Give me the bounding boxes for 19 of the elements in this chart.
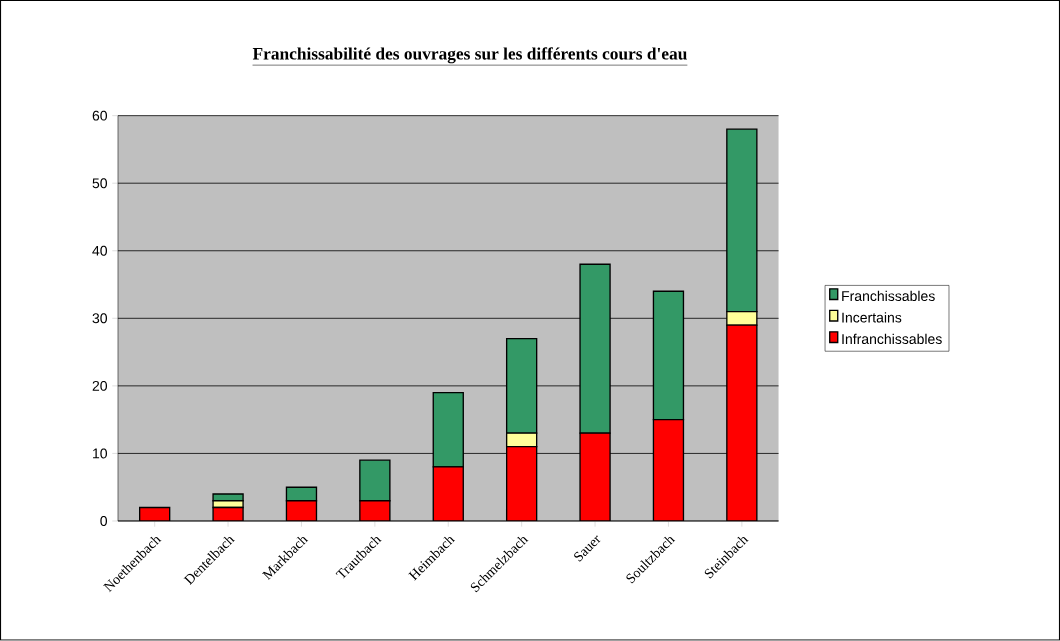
y-tick-label: 20	[92, 381, 108, 392]
legend-label: Incertains	[842, 312, 902, 323]
chart-title: Franchissabilité des ouvrages sur les différents cours d'eau	[252, 47, 687, 64]
bar	[432, 466, 464, 522]
y-tick-label: 40	[92, 245, 108, 256]
bar	[505, 446, 538, 522]
bar	[652, 419, 685, 522]
bar	[726, 324, 758, 522]
bar	[579, 432, 611, 522]
y-tick-label: 10	[93, 448, 108, 459]
legend-label: Infranchissables	[842, 333, 942, 345]
bar	[285, 500, 318, 522]
y-tick-label: 60	[92, 110, 108, 121]
y-tick-label: 0	[100, 516, 108, 527]
bar	[359, 459, 391, 502]
bar	[432, 392, 464, 468]
legend-label: Franchissables	[842, 290, 935, 302]
y-tick-label: 50	[92, 178, 108, 189]
y-tick-label: 30	[92, 313, 108, 324]
